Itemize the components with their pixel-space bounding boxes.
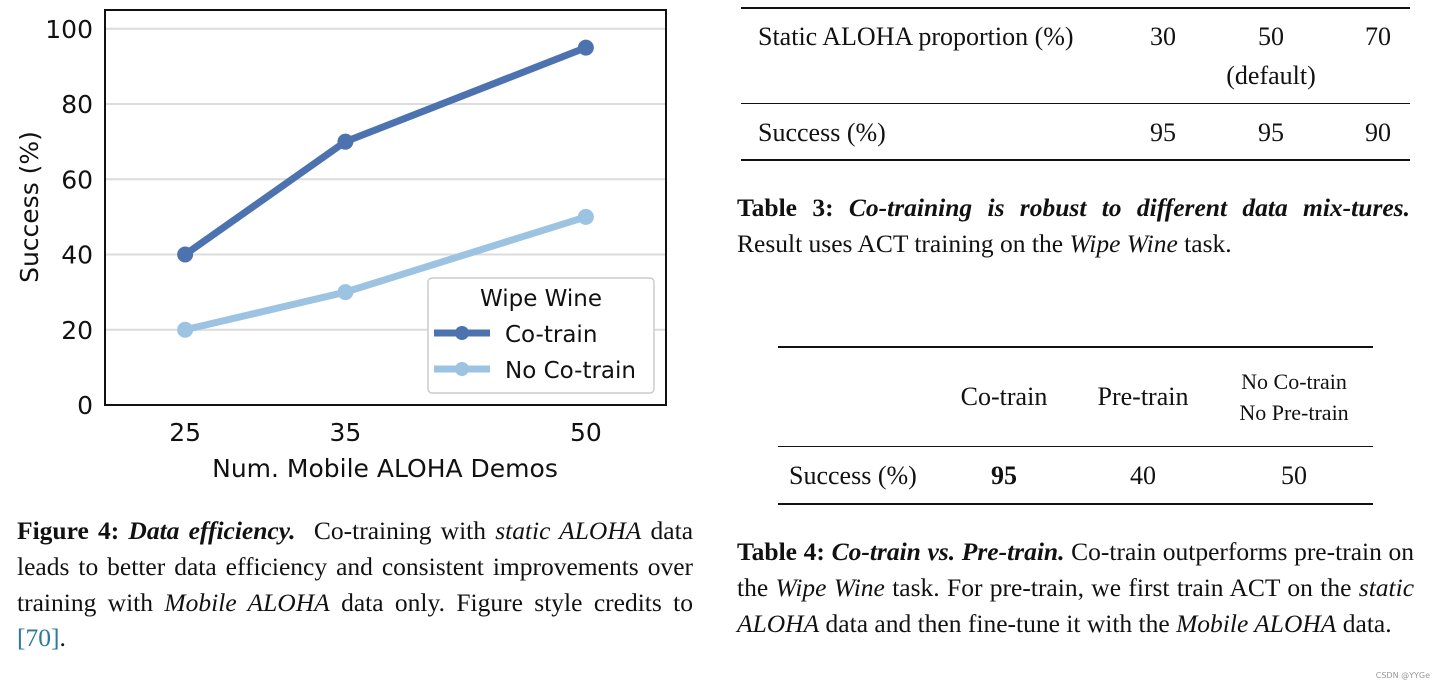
x-tick-label: 35: [330, 418, 362, 447]
column-header: No Co-train: [1241, 369, 1347, 394]
table-cell-best: 95: [991, 461, 1017, 490]
table-cell: 90: [1365, 118, 1391, 147]
citation-link[interactable]: [70]: [17, 623, 60, 653]
legend-label-no-co-train: No Co-train: [505, 358, 636, 384]
caption-text: data only. Figure style credits to: [341, 587, 694, 617]
mid-rule: [778, 446, 1373, 447]
line-chart: 0 20 40 60 80 100 25 35 50 Num. Mobile ALOHA De…: [15, 9, 667, 483]
column-header: 70: [1365, 22, 1391, 51]
figure-4-caption: Figure 4: Data efficiency. Co-training w…: [17, 513, 693, 656]
caption-italic: static ALOHA: [737, 572, 1415, 638]
row-label: Success (%): [758, 118, 886, 147]
y-tick-label: 100: [45, 15, 93, 44]
header-label: Static ALOHA proportion (%): [758, 22, 1074, 51]
table-cell: 40: [1130, 461, 1156, 490]
caption-text: data and then fine-tune it with the: [825, 608, 1170, 638]
series-line-co-train: [183, 44, 588, 258]
data-point: [177, 246, 194, 263]
column-header: 50: [1258, 22, 1284, 51]
legend-marker-co-train: [455, 326, 469, 340]
caption-title: Data efficiency.: [128, 516, 296, 545]
bottom-rule: [778, 503, 1373, 505]
caption-label: Table 3:: [737, 193, 834, 222]
x-tick-label: 50: [570, 418, 602, 447]
table-cell: 95: [1258, 118, 1284, 147]
mid-rule: [741, 103, 1410, 104]
table-4-caption: Table 4: Co-train vs. Pre-train. Co-trai…: [737, 534, 1414, 641]
caption-text: data.: [1342, 608, 1392, 638]
caption-text: Co-train outperforms pre-train on the: [737, 537, 1414, 602]
y-tick-label: 80: [61, 90, 93, 119]
row-label: Success (%): [789, 461, 917, 490]
column-header: 30: [1150, 22, 1176, 51]
legend-marker-no-co-train: [455, 362, 469, 376]
data-point: [177, 321, 194, 338]
legend-box: [427, 277, 655, 394]
watermark: CSDN @YYGe: [1375, 671, 1430, 680]
legend-label-co-train: Co-train: [505, 322, 597, 348]
caption-text: data leads to better data efficiency and…: [17, 516, 694, 617]
caption-italic: Wipe Wine: [1069, 228, 1178, 258]
caption-text: Result uses ACT training on the: [737, 228, 1064, 258]
y-tick-label: 60: [61, 165, 93, 194]
table-cell: 50: [1281, 461, 1307, 490]
caption-italic: Wipe Wine: [775, 572, 885, 602]
caption-label: Table 4:: [737, 537, 825, 566]
y-tick-label: 40: [61, 241, 93, 270]
caption-italic: Mobile ALOHA: [1176, 608, 1337, 638]
caption-text: task. For pre-train, we first train ACT …: [892, 572, 1352, 602]
top-rule: [778, 346, 1373, 348]
column-header: Co-train: [960, 382, 1048, 411]
caption-italic: static ALOHA: [495, 516, 642, 545]
caption-text: .: [59, 623, 66, 653]
table-cell: 95: [1150, 118, 1176, 147]
legend: Wipe Wine Co-train No Co-train: [427, 277, 655, 394]
column-header: Pre-train: [1097, 382, 1189, 411]
data-point: [577, 39, 594, 56]
caption-italic: Mobile ALOHA: [164, 587, 330, 617]
legend-title: Wipe Wine: [480, 286, 602, 312]
bottom-rule: [741, 159, 1410, 161]
x-tick-label: 25: [169, 418, 201, 447]
column-note: (default): [1226, 61, 1316, 90]
y-tick-label: 0: [77, 391, 93, 420]
column-header: No Pre-train: [1239, 400, 1349, 425]
y-axis-label: Success (%): [15, 131, 44, 283]
caption-text: task.: [1184, 228, 1232, 258]
plot-frame: [104, 9, 667, 406]
caption-label: Figure 4:: [17, 516, 120, 545]
data-point: [577, 208, 594, 225]
data-point: [337, 133, 354, 150]
caption-text: Co-training with: [313, 516, 486, 545]
data-point: [337, 284, 354, 301]
caption-title: Co-training is robust to different data …: [848, 193, 1410, 222]
caption-title: Co-train vs. Pre-train.: [831, 537, 1065, 566]
x-axis-label: Num. Mobile ALOHA Demos: [212, 454, 558, 483]
y-tick-label: 20: [61, 316, 93, 345]
table-3-caption: Table 3: Co-training is robust to differ…: [737, 190, 1410, 262]
top-rule: [741, 7, 1410, 9]
